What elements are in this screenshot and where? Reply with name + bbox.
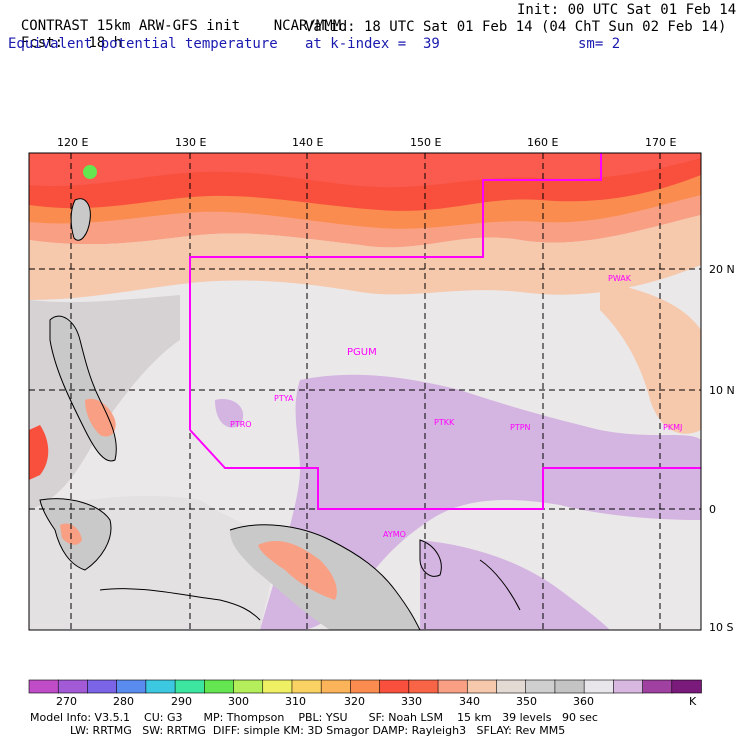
colorbar-tick-label: 350 bbox=[516, 695, 537, 708]
init-time: Init: 00 UTC Sat 01 Feb 14 bbox=[517, 2, 737, 18]
colorbar-tick-label: 330 bbox=[401, 695, 422, 708]
colorbar-swatch bbox=[671, 679, 702, 694]
station-label: PTYA bbox=[274, 394, 294, 403]
colorbar-tick-label: 310 bbox=[285, 695, 306, 708]
colorbar-swatch bbox=[613, 679, 644, 694]
colorbar-swatch bbox=[379, 679, 410, 694]
forecast-value: 18 h bbox=[88, 35, 123, 51]
colorbar-swatch bbox=[204, 679, 235, 694]
valid-time: Valid: 18 UTC Sat 01 Feb 14 (04 ChT Sun … bbox=[305, 19, 727, 35]
lon-tick-120: 120 E bbox=[57, 136, 89, 149]
colorbar-swatch bbox=[320, 679, 352, 694]
colorbar-swatch bbox=[145, 679, 176, 694]
header-title: CONTRAST 15km ARW-GFS init NCAR/MMM bbox=[4, 2, 341, 34]
new-britain-coast bbox=[419, 539, 442, 577]
model-title: CONTRAST 15km ARW-GFS init bbox=[20, 18, 241, 34]
lon-tick-140: 140 E bbox=[292, 136, 324, 149]
station-label: PTRO bbox=[230, 420, 252, 429]
lat-tick-0: 0 bbox=[709, 503, 716, 516]
borneo-warm bbox=[29, 425, 49, 480]
colorbar-tick-label: 280 bbox=[113, 695, 134, 708]
theta-e-band-320 bbox=[29, 153, 701, 188]
colorbar-swatch bbox=[116, 679, 147, 694]
model-info-line2: LW: RRTMG SW: RRTMG DIFF: simple KM: 3D … bbox=[70, 724, 566, 737]
colorbar-swatch bbox=[525, 679, 556, 694]
theta-e-south-low bbox=[420, 540, 610, 630]
forecast-hour: Fcst: 18 h bbox=[4, 19, 122, 51]
station-label: AYMO bbox=[383, 530, 406, 539]
lat-tick-10n: 10 N bbox=[709, 384, 735, 397]
map-frame bbox=[28, 152, 702, 631]
level-index: at k-index = 39 bbox=[305, 36, 440, 52]
theta-e-east-patch bbox=[600, 280, 701, 434]
colorbar-swatch bbox=[583, 679, 615, 694]
colorbar-tick-label: 290 bbox=[171, 695, 192, 708]
colorbar-tick-label: 300 bbox=[228, 695, 249, 708]
station-label: PWAK bbox=[608, 274, 632, 283]
station-label: PGUM bbox=[347, 347, 377, 358]
station-label: PTPN bbox=[510, 423, 531, 432]
model-info-line1: Model Info: V3.5.1 CU: G3 MP: Thompson P… bbox=[30, 711, 598, 724]
colorbar-swatch bbox=[437, 679, 469, 694]
mindanao-warm bbox=[85, 398, 116, 437]
colorbar-swatch bbox=[174, 679, 206, 694]
lat-tick-10s: 10 S bbox=[709, 621, 734, 634]
colorbar-tick-label: K bbox=[689, 695, 697, 708]
colorbar-swatch bbox=[28, 679, 60, 694]
colorbar-swatch bbox=[87, 679, 118, 694]
new-guinea-warm bbox=[258, 540, 337, 600]
timor-coast bbox=[99, 588, 261, 621]
lon-tick-170: 170 E bbox=[645, 136, 677, 149]
colorbar bbox=[28, 679, 702, 694]
new-guinea-coast bbox=[229, 524, 421, 631]
lon-tick-150: 150 E bbox=[410, 136, 442, 149]
org-name: NCAR/MMM bbox=[273, 18, 342, 34]
station-label: PTKK bbox=[434, 418, 455, 427]
region-boundary-south bbox=[189, 429, 701, 510]
colorbar-swatch bbox=[57, 679, 89, 694]
colorbar-tick-label: 340 bbox=[459, 695, 480, 708]
colorbar-swatch bbox=[466, 679, 498, 694]
smoothing-value: sm= 2 bbox=[578, 36, 621, 52]
lat-tick-20n: 20 N bbox=[709, 263, 735, 276]
field-name: Equivalent potential temperature bbox=[8, 36, 278, 52]
forecast-label: Fcst: bbox=[20, 35, 64, 51]
colorbar-swatch bbox=[291, 679, 322, 694]
solomon-coast bbox=[479, 559, 521, 611]
colorbar-swatch bbox=[233, 679, 264, 694]
taiwan-land bbox=[71, 198, 91, 241]
philippines-coast bbox=[49, 315, 117, 462]
station-label: PKMJ bbox=[663, 423, 682, 432]
colorbar-swatch bbox=[350, 679, 381, 694]
lon-tick-130: 130 E bbox=[175, 136, 207, 149]
lon-tick-160: 160 E bbox=[527, 136, 559, 149]
colorbar-swatch bbox=[642, 679, 673, 694]
warm-anomaly-northwest bbox=[83, 165, 97, 179]
region-boundary-north bbox=[189, 153, 602, 430]
colorbar-swatch bbox=[408, 679, 439, 694]
colorbar-swatch bbox=[554, 679, 585, 694]
colorbar-tick-label: 270 bbox=[56, 695, 77, 708]
colorbar-swatch bbox=[262, 679, 293, 694]
colorbar-tick-label: 360 bbox=[573, 695, 594, 708]
sulawesi-coast bbox=[39, 498, 112, 571]
colorbar-tick-label: 320 bbox=[344, 695, 365, 708]
theta-e-low-patch bbox=[215, 399, 244, 428]
colorbar-swatch bbox=[496, 679, 527, 694]
